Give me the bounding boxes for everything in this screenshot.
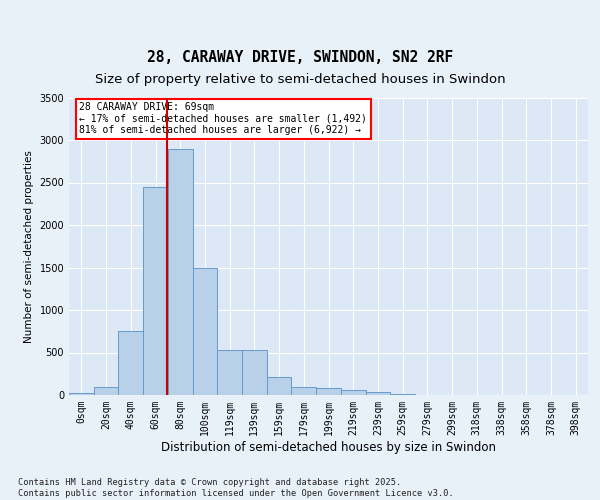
- Text: Size of property relative to semi-detached houses in Swindon: Size of property relative to semi-detach…: [95, 72, 505, 86]
- Text: 28, CARAWAY DRIVE, SWINDON, SN2 2RF: 28, CARAWAY DRIVE, SWINDON, SN2 2RF: [147, 50, 453, 65]
- Bar: [217, 350, 242, 395]
- Bar: [168, 148, 193, 395]
- Y-axis label: Number of semi-detached properties: Number of semi-detached properties: [24, 150, 34, 342]
- Bar: [390, 394, 415, 395]
- Bar: [242, 350, 267, 395]
- Bar: [94, 386, 118, 395]
- Bar: [118, 331, 143, 395]
- Bar: [69, 394, 94, 395]
- Bar: [292, 386, 316, 395]
- X-axis label: Distribution of semi-detached houses by size in Swindon: Distribution of semi-detached houses by …: [161, 440, 496, 454]
- Bar: [316, 388, 341, 395]
- Bar: [341, 390, 365, 395]
- Bar: [365, 392, 390, 395]
- Bar: [267, 376, 292, 395]
- Bar: [143, 186, 168, 395]
- Bar: [193, 268, 217, 395]
- Text: Contains HM Land Registry data © Crown copyright and database right 2025.
Contai: Contains HM Land Registry data © Crown c…: [18, 478, 454, 498]
- Text: 28 CARAWAY DRIVE: 69sqm
← 17% of semi-detached houses are smaller (1,492)
81% of: 28 CARAWAY DRIVE: 69sqm ← 17% of semi-de…: [79, 102, 367, 135]
